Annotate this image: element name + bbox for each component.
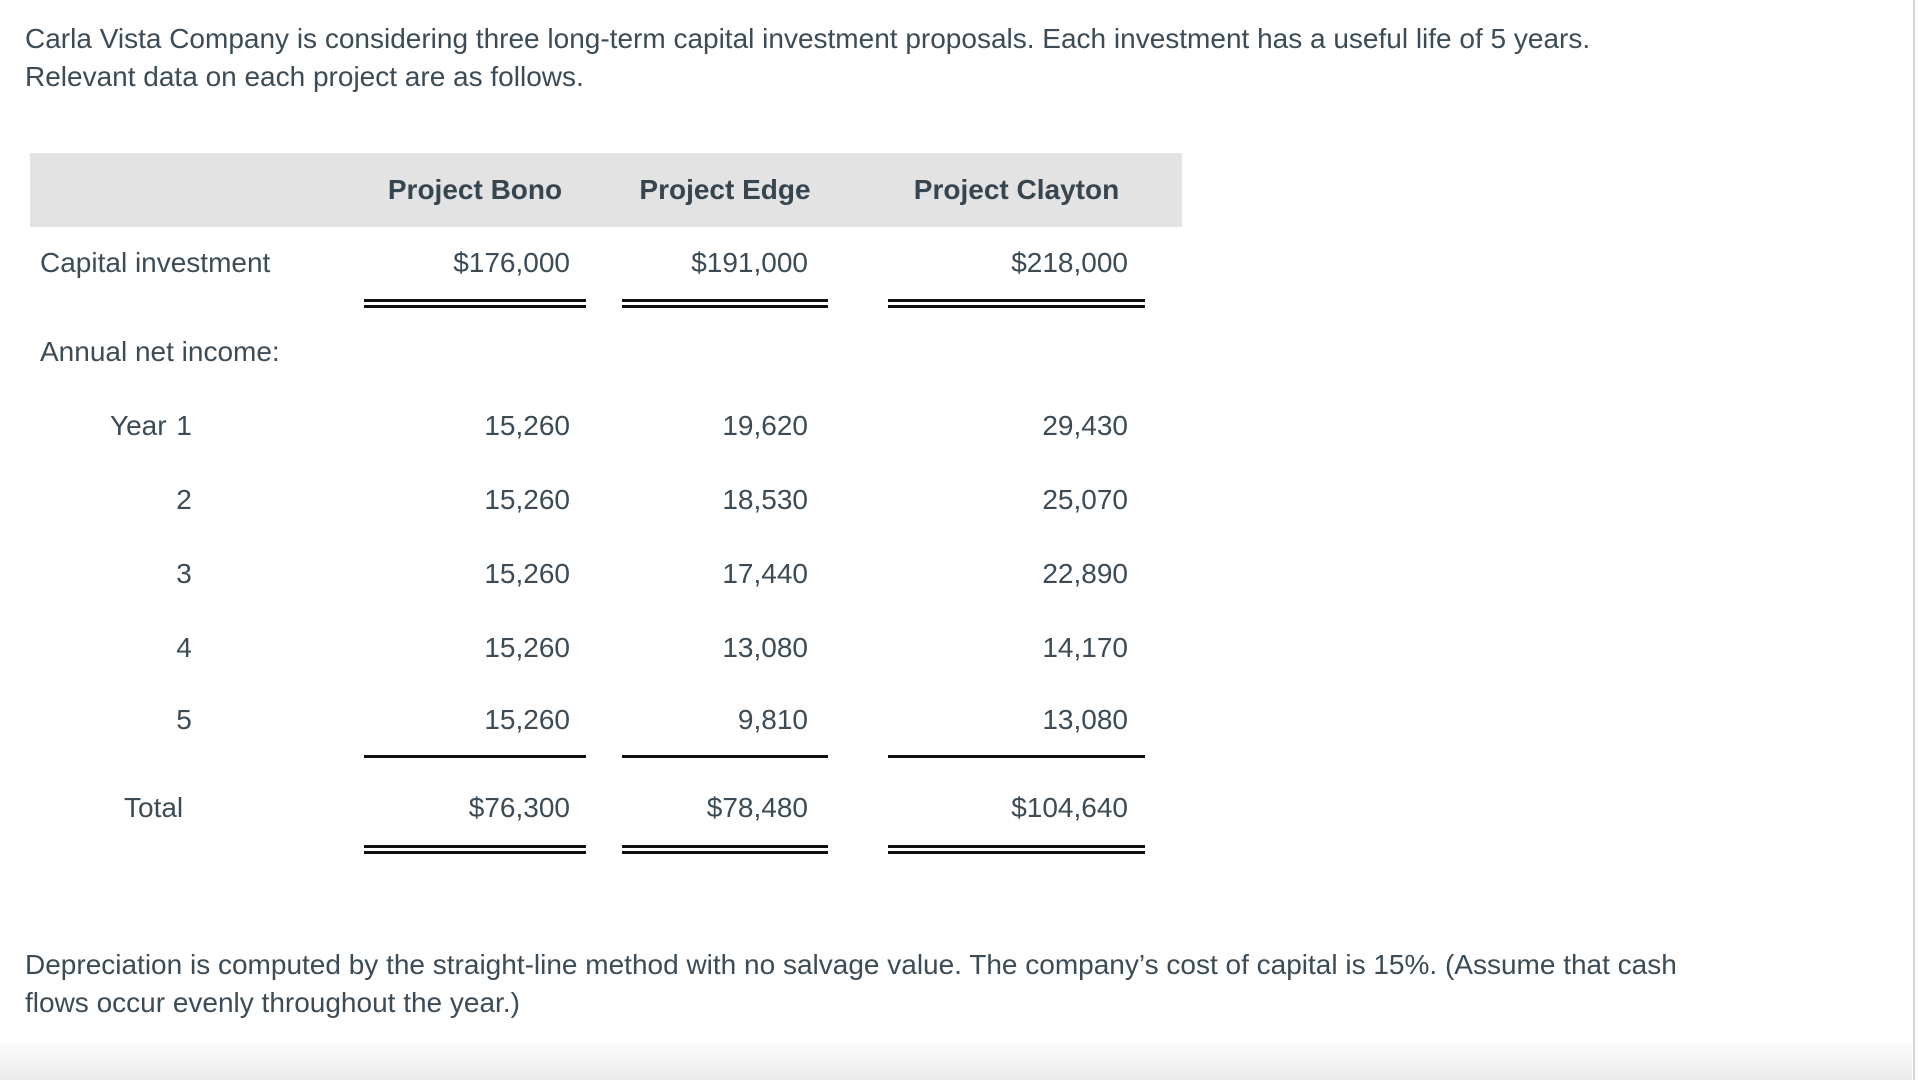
table-row-capital-investment: Capital investment $176,000 $191,000 $21… bbox=[24, 227, 1145, 299]
table-row-annual-net-income: Annual net income: bbox=[24, 315, 1145, 389]
double-underline bbox=[364, 299, 586, 308]
capital-investment-clayton: $218,000 bbox=[1011, 247, 1128, 278]
single-rule-row bbox=[24, 755, 1145, 771]
total-clayton: $104,640 bbox=[1011, 792, 1128, 823]
depreciation-note-line2: flows occur evenly throughout the year.) bbox=[25, 987, 520, 1018]
single-underline bbox=[622, 755, 828, 758]
year-row-digit: 2 bbox=[176, 484, 192, 515]
table-row-year-4: 4 15,260 13,080 14,170 bbox=[24, 611, 1145, 685]
year2-edge: 18,530 bbox=[722, 484, 808, 515]
year5-edge: 9,810 bbox=[737, 704, 808, 735]
year1-edge: 19,620 bbox=[722, 410, 808, 441]
year-row-prefix: Year bbox=[110, 410, 167, 441]
row-label-capital-investment: Capital investment bbox=[40, 247, 271, 278]
capital-investment-bono: $176,000 bbox=[453, 247, 570, 278]
year5-clayton: 13,080 bbox=[1042, 704, 1128, 735]
problem-statement-line2: Relevant data on each project are as fol… bbox=[25, 61, 584, 92]
year-row-digit: 1 bbox=[176, 410, 192, 441]
single-underline bbox=[888, 755, 1145, 758]
column-header-project-clayton: Project Clayton bbox=[913, 174, 1120, 205]
year1-clayton: 29,430 bbox=[1042, 410, 1128, 441]
year4-bono: 15,260 bbox=[484, 632, 570, 663]
table-row-year-3: 3 15,260 17,440 22,890 bbox=[24, 537, 1145, 611]
problem-statement: Carla Vista Company is considering three… bbox=[25, 20, 1590, 96]
year-row-digit: 4 bbox=[176, 632, 192, 663]
row-label-annual-net-income: Annual net income: bbox=[40, 336, 280, 367]
single-underline bbox=[364, 755, 586, 758]
capital-investment-edge: $191,000 bbox=[691, 247, 808, 278]
year-row-digit: 3 bbox=[176, 558, 192, 589]
year2-clayton: 25,070 bbox=[1042, 484, 1128, 515]
right-edge-border bbox=[1913, 0, 1915, 1080]
double-underline bbox=[888, 299, 1145, 308]
year1-bono: 15,260 bbox=[484, 410, 570, 441]
table-header-band bbox=[30, 153, 1182, 227]
double-underline bbox=[622, 299, 828, 308]
problem-statement-line1: Carla Vista Company is considering three… bbox=[25, 23, 1591, 54]
column-header-project-edge: Project Edge bbox=[639, 174, 811, 205]
double-rule-row-capital bbox=[24, 299, 1145, 315]
year4-clayton: 14,170 bbox=[1042, 632, 1128, 663]
year3-clayton: 22,890 bbox=[1042, 558, 1128, 589]
total-bono: $76,300 bbox=[468, 792, 570, 823]
total-edge: $78,480 bbox=[706, 792, 808, 823]
table-row-year-5: 5 15,260 9,810 13,080 bbox=[24, 685, 1145, 755]
double-underline bbox=[622, 845, 828, 854]
double-rule-row-total bbox=[24, 845, 1145, 865]
double-underline bbox=[888, 845, 1145, 854]
table-row-year-2: 2 15,260 18,530 25,070 bbox=[24, 463, 1145, 537]
table-row-year-1: Year 1 15,260 19,620 29,430 bbox=[24, 389, 1145, 463]
year3-bono: 15,260 bbox=[484, 558, 570, 589]
table-row-total: Total $76,300 $78,480 $104,640 bbox=[24, 771, 1145, 845]
double-underline bbox=[364, 845, 586, 854]
projects-table: Project Bono Project Edge Project Clayto… bbox=[24, 153, 1145, 865]
year2-bono: 15,260 bbox=[484, 484, 570, 515]
year3-edge: 17,440 bbox=[722, 558, 808, 589]
year5-bono: 15,260 bbox=[484, 704, 570, 735]
bottom-section-divider bbox=[0, 1044, 1912, 1080]
row-label-total: Total bbox=[124, 792, 184, 823]
year4-edge: 13,080 bbox=[722, 632, 808, 663]
depreciation-note: Depreciation is computed by the straight… bbox=[25, 946, 1677, 1022]
column-header-project-bono: Project Bono bbox=[387, 174, 563, 205]
depreciation-note-line1: Depreciation is computed by the straight… bbox=[25, 949, 1677, 980]
table-header-row: Project Bono Project Edge Project Clayto… bbox=[24, 153, 1145, 227]
year-row-digit: 5 bbox=[176, 704, 192, 735]
